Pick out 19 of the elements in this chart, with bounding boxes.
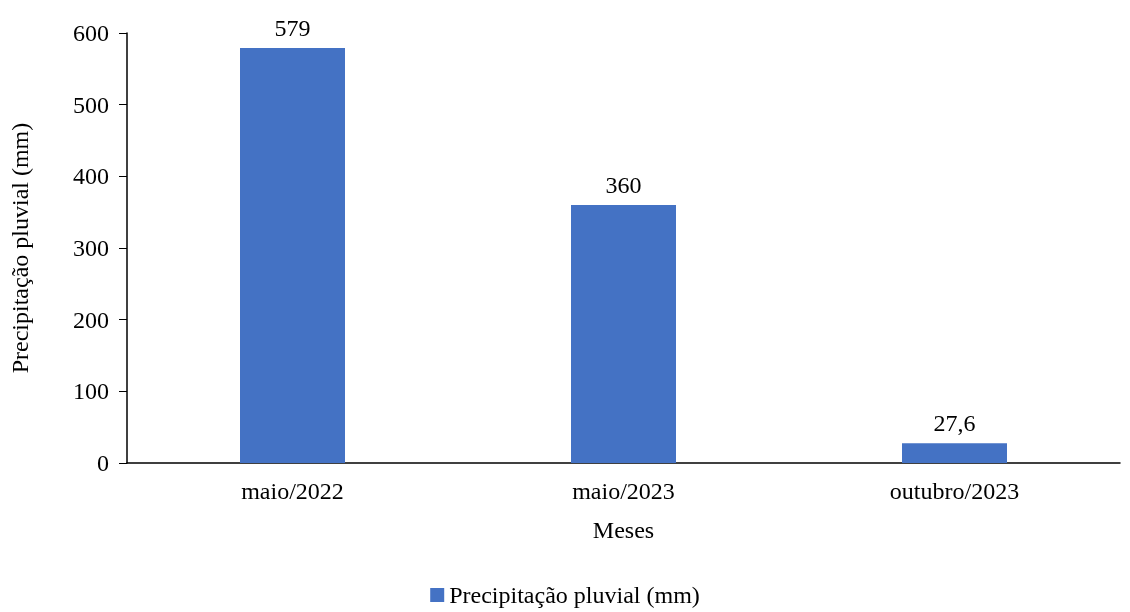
bar bbox=[240, 48, 345, 463]
y-tick-label: 0 bbox=[97, 450, 109, 476]
data-label: 579 bbox=[274, 15, 311, 42]
y-tick-label: 400 bbox=[73, 163, 109, 190]
data-label: 360 bbox=[605, 172, 642, 198]
y-tick-label: 500 bbox=[73, 91, 109, 118]
bar bbox=[571, 205, 676, 463]
y-tick-label: 600 bbox=[73, 20, 109, 46]
x-tick-label: maio/2022 bbox=[241, 478, 344, 504]
x-tick-label: maio/2023 bbox=[572, 478, 675, 504]
x-tick-label: outubro/2023 bbox=[889, 478, 1020, 504]
x-axis-title: Meses bbox=[592, 517, 655, 543]
y-tick-label: 200 bbox=[73, 306, 109, 333]
data-label: 27,6 bbox=[933, 410, 976, 437]
y-tick-label: 300 bbox=[73, 235, 109, 261]
y-tick-label: 100 bbox=[73, 378, 109, 405]
legend-label: Precipitação pluvial (mm) bbox=[449, 582, 700, 608]
bar bbox=[902, 443, 1007, 463]
y-axis-title: Precipitação pluvial (mm) bbox=[7, 122, 33, 374]
